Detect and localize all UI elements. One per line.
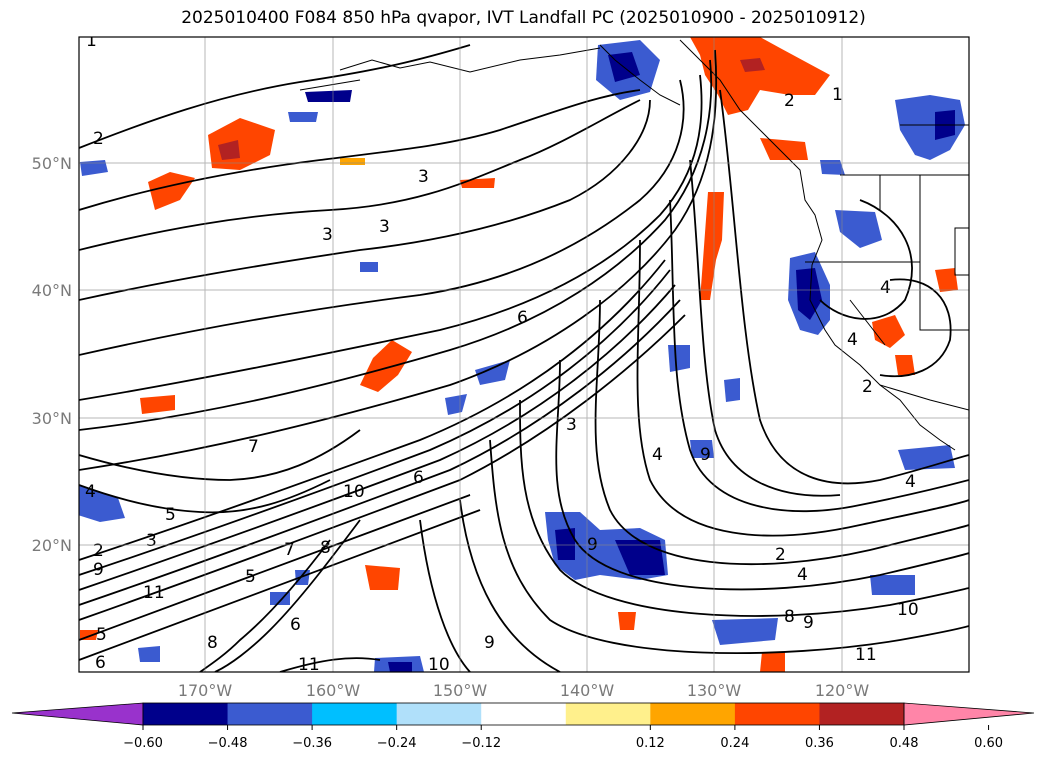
colorbar-tick-label: 0.48 (890, 736, 919, 751)
contour-label: 9 (93, 560, 104, 580)
contour-label: 6 (517, 308, 528, 328)
contour-label: 6 (413, 468, 424, 488)
colorbar-tick-label: −0.12 (461, 736, 501, 751)
contour-label: 5 (245, 567, 256, 587)
contour-label: 3 (322, 225, 333, 245)
lon-label: 140°W (560, 681, 615, 700)
colorbar-segment (734, 703, 820, 725)
coastlines (299, 39, 969, 451)
colorbar-segment (143, 703, 229, 725)
lon-label: 170°W (178, 681, 233, 700)
plot-frame (78, 36, 970, 673)
colorbar-tick-label: 0.12 (636, 736, 665, 751)
lat-label: 30°N (32, 409, 72, 428)
colorbar-segment (481, 703, 567, 725)
lon-label: 150°W (433, 681, 488, 700)
contour-label: 3 (146, 531, 157, 551)
lon-label: 130°W (687, 681, 742, 700)
contour-label: 6 (95, 653, 106, 673)
contour-label: 1 (832, 85, 843, 105)
contour-label: 4 (905, 472, 916, 492)
lat-label: 50°N (32, 154, 72, 173)
contour-label: 8 (784, 607, 795, 627)
contour-label: 4 (847, 330, 858, 350)
contour-label: 10 (428, 655, 450, 675)
lat-label: 20°N (32, 536, 72, 555)
colorbar-segment (650, 703, 736, 725)
contour-label: 3 (418, 167, 429, 187)
map-title: 2025010400 F084 850 hPa qvapor, IVT Land… (181, 8, 866, 28)
contour-label: 4 (85, 482, 96, 502)
colorbar-segment (227, 703, 313, 725)
colorbar-tick-label: 0.60 (974, 736, 1003, 751)
colorbar-tick-label: −0.60 (123, 736, 163, 751)
contour-label: 3 (379, 217, 390, 237)
colorbar-tick-label: 0.36 (805, 736, 834, 751)
contour-label: 1 (86, 31, 97, 51)
colorbar-segment (819, 703, 905, 725)
contour-lines (79, 44, 969, 672)
contour-label: 6 (290, 615, 301, 635)
contour-label: 2 (862, 377, 873, 397)
colorbar-segment (565, 703, 651, 725)
colorbar-ticks: −0.60 −0.48 −0.36 −0.24 −0.12 0.12 0.24 0.36 0.4… (123, 725, 1003, 751)
contour-label: 7 (248, 437, 259, 457)
contour-label: 9 (700, 445, 711, 465)
colorbar-segment (312, 703, 398, 725)
lat-label: 40°N (32, 281, 72, 300)
contour-label: 4 (880, 278, 891, 298)
contour-label: 11 (143, 583, 165, 603)
contour-label: 8 (320, 538, 331, 558)
colorbar-extend-high (903, 702, 1035, 726)
colorbar-tick-label: 0.24 (720, 736, 749, 751)
colorbar-tick-label: −0.48 (208, 736, 248, 751)
contour-label: 3 (566, 415, 577, 435)
contour-label: 2 (775, 545, 786, 565)
contour-label-group: 1 2 2 3 3 3 6 7 10 6 5 3 2 9 11 8 7 6 5 … (85, 31, 919, 675)
contour-label: 2 (93, 129, 104, 149)
contour-label: 2 (784, 91, 795, 111)
colorbar-segments (143, 703, 905, 725)
colorbar-frame (142, 702, 905, 726)
latitude-labels: 50°N 40°N 30°N 20°N (32, 154, 72, 555)
contour-label: 10 (897, 600, 919, 620)
lon-label: 120°W (815, 681, 870, 700)
colorbar-extend-low (11, 702, 144, 726)
longitude-labels: 170°W 160°W 150°W 140°W 130°W 120°W (178, 681, 870, 700)
contour-label: 4 (652, 445, 663, 465)
contour-label: 11 (855, 645, 877, 665)
contour-label: 2 (93, 541, 104, 561)
colorbar: −0.60 −0.48 −0.36 −0.24 −0.12 0.12 0.24 0.36 0.4… (11, 702, 1035, 751)
lon-label: 160°W (306, 681, 361, 700)
qvapor-shading (79, 37, 965, 672)
contour-label: 4 (797, 565, 808, 585)
contour-label: 9 (484, 633, 495, 653)
contour-label: 10 (343, 482, 365, 502)
graticule (79, 37, 969, 672)
plot-area (79, 37, 969, 672)
contour-label: 11 (298, 655, 320, 675)
colorbar-tick-label: −0.24 (377, 736, 417, 751)
colorbar-tick-label: −0.36 (292, 736, 332, 751)
colorbar-segment (396, 703, 482, 725)
contour-label: 9 (803, 613, 814, 633)
contour-label: 8 (207, 633, 218, 653)
contour-label: 5 (96, 625, 107, 645)
contour-label: 5 (165, 505, 176, 525)
contour-label: 7 (284, 540, 295, 560)
